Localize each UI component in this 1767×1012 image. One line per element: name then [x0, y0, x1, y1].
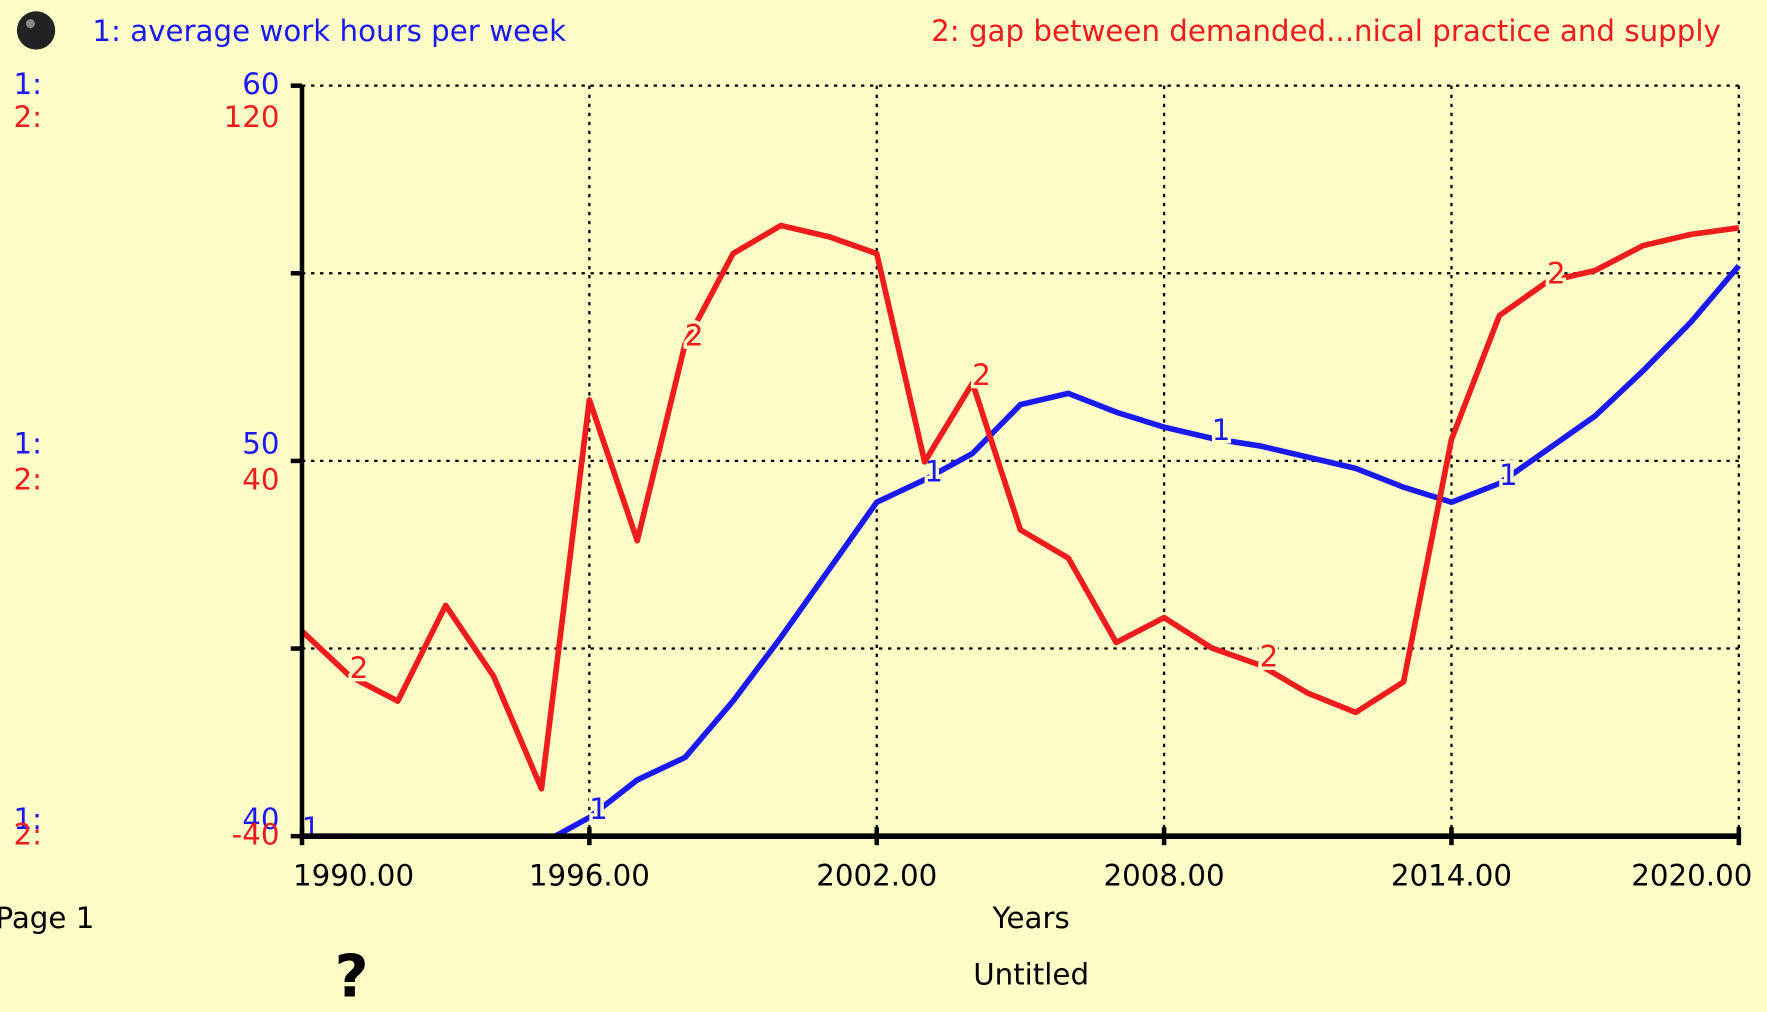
series-marker: 2	[350, 651, 369, 685]
y2-tick-tag: 2:	[14, 100, 42, 134]
series-marker: 1	[1212, 413, 1231, 447]
series-marker: 1	[589, 792, 608, 826]
series-marker: 2	[1260, 640, 1279, 674]
x-tick-label: 1990.00	[293, 858, 414, 892]
x-tick-label: 2008.00	[1104, 858, 1225, 892]
x-tick-label: 1996.00	[529, 858, 650, 892]
y-tick-label: 50	[242, 427, 279, 461]
y-tick-label: 60	[242, 67, 279, 101]
series-line	[302, 222, 1740, 792]
icon-highlight	[25, 19, 35, 29]
y-tick-tag: 1:	[14, 427, 42, 461]
series-marker: 2	[972, 358, 991, 392]
chart-title: Untitled	[973, 957, 1089, 991]
series-line	[302, 263, 1741, 837]
legend-entry: 1: average work hours per week	[92, 14, 566, 48]
graph-pad-icon[interactable]	[16, 11, 56, 50]
y-tick-tag: 1:	[14, 802, 42, 836]
series-marker: 2	[1547, 256, 1566, 290]
series-marker: 2	[685, 318, 704, 352]
y2-tick-label: 40	[242, 463, 279, 497]
y2-tick-tag: 2:	[14, 818, 42, 852]
y-tick-tag: 1:	[14, 67, 42, 101]
page-label[interactable]: Page 1	[0, 901, 94, 935]
series-marker: 1	[1499, 458, 1518, 492]
y2-tick-label: -40	[232, 818, 280, 852]
y-tick-label: 40	[242, 802, 279, 836]
x-tick-label: 2020.00	[1631, 858, 1752, 892]
x-axis-label: Years	[992, 901, 1070, 935]
series-marker: 1	[302, 811, 321, 845]
x-tick-label: 2002.00	[816, 858, 937, 892]
y2-tick-tag: 2:	[14, 463, 42, 497]
legend-entry: 2: gap between demanded...nical practice…	[931, 14, 1721, 48]
help-button[interactable]: ?	[335, 943, 369, 1011]
x-tick-label: 2014.00	[1391, 858, 1512, 892]
y2-tick-label: 120	[224, 100, 280, 134]
